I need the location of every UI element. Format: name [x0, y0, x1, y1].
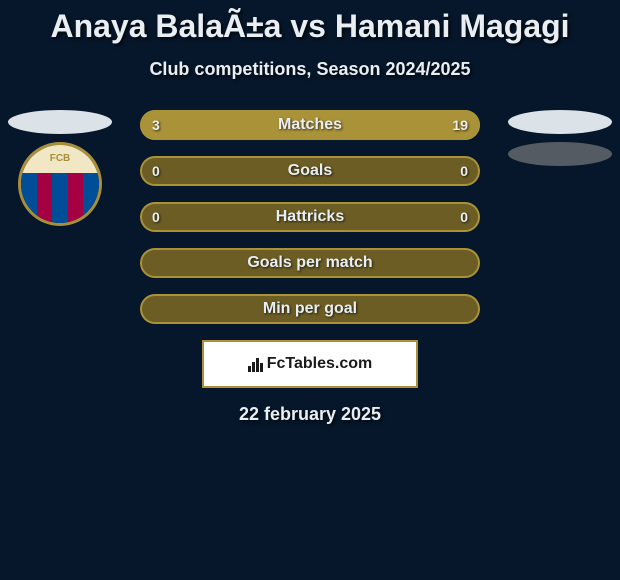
- barca-badge-text: FCB: [21, 153, 99, 164]
- stat-row: Min per goal: [140, 294, 480, 324]
- bar-chart-icon: [248, 356, 263, 372]
- barca-badge-stripes: [21, 173, 99, 223]
- player-right-column: [505, 110, 615, 166]
- stat-label: Matches: [140, 110, 480, 140]
- stat-label: Goals: [140, 156, 480, 186]
- stat-label: Min per goal: [140, 294, 480, 324]
- stat-row: 00Hattricks: [140, 202, 480, 232]
- barca-stripe: [52, 173, 68, 223]
- player-right-club-placeholder: [508, 142, 612, 166]
- brand-text: FcTables.com: [267, 355, 373, 373]
- barca-stripe: [68, 173, 84, 223]
- barca-stripe: [21, 173, 37, 223]
- stat-row: 00Goals: [140, 156, 480, 186]
- player-right-avatar-placeholder: [508, 110, 612, 134]
- player-left-avatar-placeholder: [8, 110, 112, 134]
- date-text: 22 february 2025: [0, 404, 620, 425]
- barca-stripe: [37, 173, 53, 223]
- stat-label: Goals per match: [140, 248, 480, 278]
- stat-bars: 319Matches 00Goals 00Hattricks Goals per ma…: [140, 110, 480, 324]
- page-title: Anaya BalaÃ±a vs Hamani Magagi: [0, 0, 620, 45]
- player-left-column: FCB: [5, 110, 115, 226]
- content: FCB 319Matches 00Goals 00Hattricks Goals pe…: [0, 110, 620, 425]
- brand-footer: FcTables.com: [202, 340, 418, 388]
- comparison-card: Anaya BalaÃ±a vs Hamani Magagi Club comp…: [0, 0, 620, 580]
- barca-stripe: [83, 173, 99, 223]
- stat-row: 319Matches: [140, 110, 480, 140]
- subtitle: Club competitions, Season 2024/2025: [0, 59, 620, 80]
- stat-row: Goals per match: [140, 248, 480, 278]
- stat-label: Hattricks: [140, 202, 480, 232]
- player-left-club-badge: FCB: [18, 142, 102, 226]
